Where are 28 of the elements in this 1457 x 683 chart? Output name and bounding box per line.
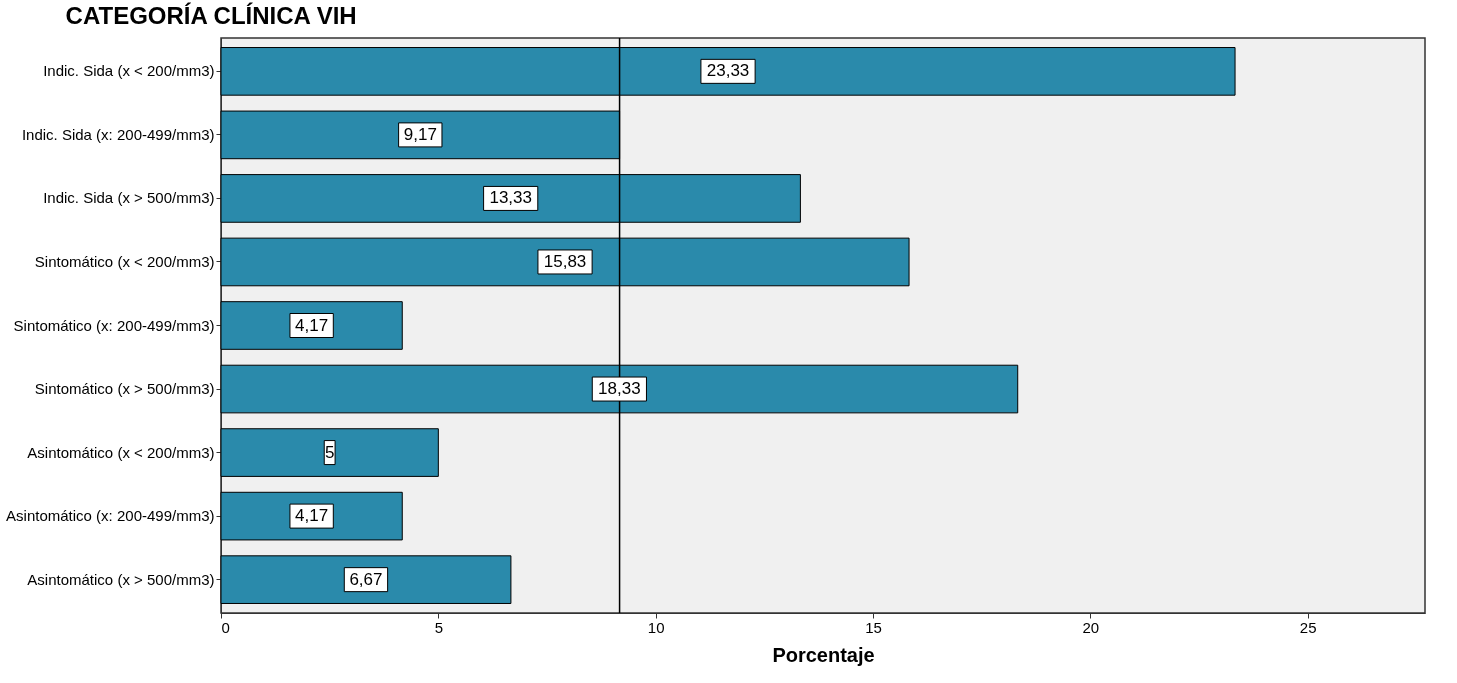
data-label: 4,17 [295,315,329,335]
x-tick-label: 5 [434,618,443,636]
x-tick-label: 15 [865,618,882,636]
data-label: 4,17 [295,506,329,526]
x-tick-label: 0 [221,618,230,636]
data-label: 9,17 [403,124,437,144]
bar [220,428,439,477]
y-tick-label: Sintomático (x < 200/mm3) [34,252,215,270]
bar [220,555,512,604]
data-label: 18,33 [598,379,641,399]
data-label: 15,83 [543,251,587,271]
y-tick-label: Indic. Sida (x: 200-499/mm3) [21,125,215,143]
y-tick-label: Indic. Sida (x < 200/mm3) [43,62,215,80]
data-label: 23,33 [706,61,750,81]
x-tick-label: 25 [1299,618,1317,636]
y-tick-label: Asintomático (x > 500/mm3) [27,570,215,588]
chart-title: CATEGORÍA CLÍNICA VIH [65,2,357,30]
y-tick-label: Sintomático (x: 200-499/mm3) [13,316,215,334]
y-tick-label: Indic. Sida (x > 500/mm3) [43,189,215,207]
y-tick-label: Asintomático (x < 200/mm3) [27,443,215,461]
x-axis-title: Porcentaje [772,643,875,666]
x-tick-label: 20 [1082,618,1100,636]
x-tick-label: 10 [647,618,665,636]
data-label: 6,67 [349,569,383,589]
data-label: 13,33 [489,188,532,208]
y-tick-label: Asintomático (x: 200-499/mm3) [6,507,215,525]
data-label: 5 [324,442,335,462]
y-tick-label: Sintomático (x > 500/mm3) [34,380,215,398]
